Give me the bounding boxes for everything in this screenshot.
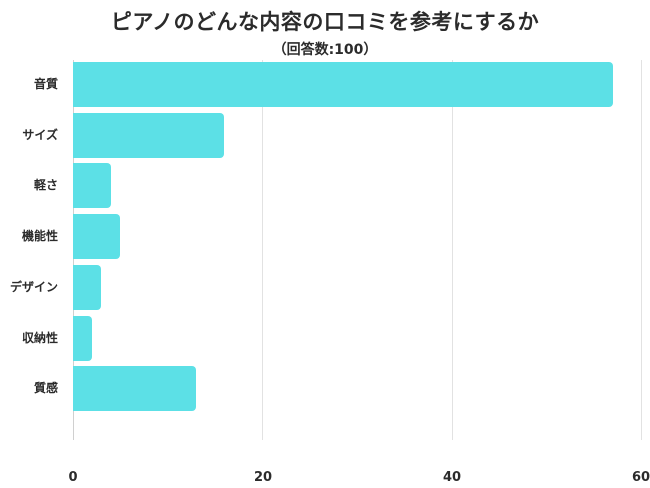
x-tick-40: 40 xyxy=(442,470,462,485)
category-label: 収納性 xyxy=(21,330,58,345)
bar xyxy=(73,315,92,361)
chart-title: ピアノのどんな内容の口コミを参考にするか xyxy=(110,10,540,34)
bar xyxy=(73,163,111,209)
bar xyxy=(73,264,102,310)
gridline-40 xyxy=(452,60,453,440)
bar xyxy=(73,112,225,158)
bar xyxy=(73,62,613,107)
x-tick-20: 20 xyxy=(253,470,273,485)
category-label: サイズ xyxy=(22,127,58,142)
gridline-20 xyxy=(262,60,263,440)
chart-subtitle: （回答数:100） xyxy=(272,42,378,58)
bar xyxy=(73,366,197,412)
x-tick-0: 0 xyxy=(68,470,78,485)
gridline-60 xyxy=(641,60,642,440)
bar xyxy=(73,214,121,260)
category-label: デザイン xyxy=(9,279,58,294)
category-label: 軽さ xyxy=(33,178,58,193)
x-tick-60: 60 xyxy=(631,470,650,485)
category-label: 音質 xyxy=(33,77,58,91)
plot-area xyxy=(73,60,642,440)
category-label: 機能性 xyxy=(21,229,58,244)
category-label: 質感 xyxy=(33,381,58,396)
